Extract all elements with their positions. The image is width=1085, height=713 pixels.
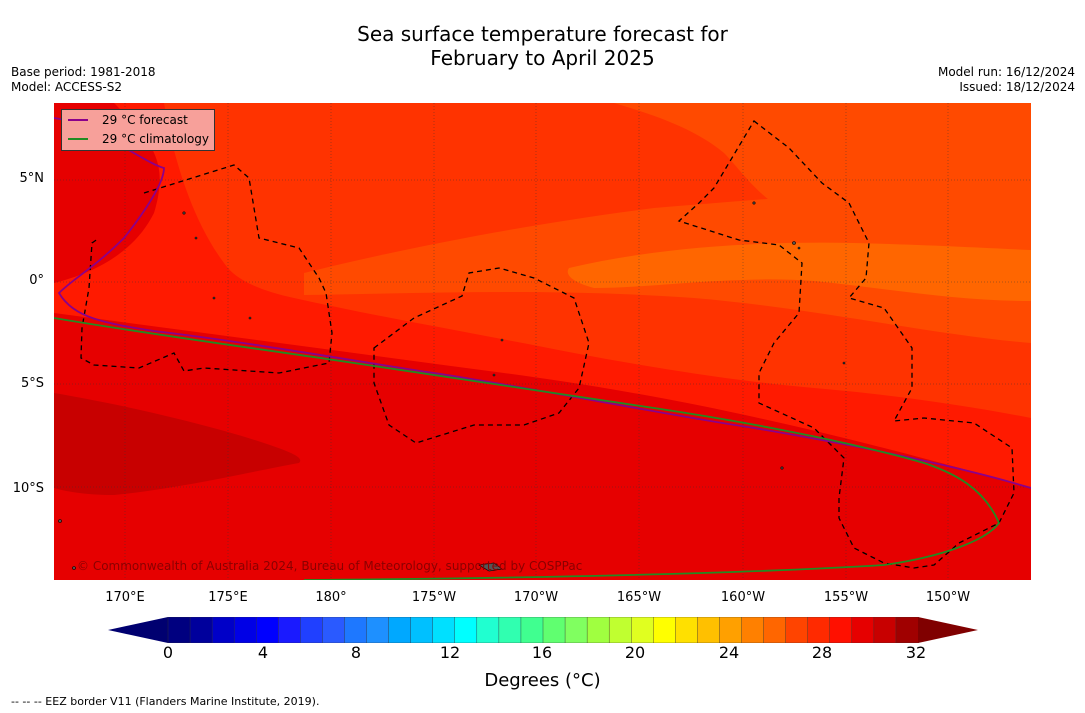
colorbar-segment [697,616,721,644]
cbar-tick-4: 4 [257,643,269,662]
base-period: Base period: 1981-2018 [11,65,156,79]
colorbar-segment [851,616,875,644]
colorbar-title: Degrees (°C) [484,670,601,691]
colorbar-segment [233,616,257,644]
lon-label-160w: 160°W [720,590,766,605]
cbar-tick-8: 8 [350,643,362,662]
colorbar-segment [167,616,191,644]
colorbar-segment [586,616,610,644]
issued-date: Issued: 18/12/2024 [959,80,1075,94]
cbar-tick-28: 28 [811,643,833,662]
lon-label-175w: 175°W [411,590,457,605]
colorbar-segment [344,616,368,644]
colorbar-segment [211,616,235,644]
legend-climatology-label: 29 °C climatology [102,132,210,146]
colorbar-segment [653,616,677,644]
model-name: Model: ACCESS-S2 [11,80,123,94]
colorbar-min-extend [108,617,168,643]
colorbar-segment [322,616,346,644]
colorbar-segment [454,616,478,644]
colorbar-segment [675,616,699,644]
eez-footnote: -- -- -- EEZ border V11 (Flanders Marine… [11,695,320,708]
colorbar-segment [189,616,213,644]
title-line-2: February to April 2025 [430,46,655,70]
colorbar-segment [895,616,919,644]
lat-label-0: 0° [29,273,44,288]
lon-label-175e: 175°E [208,590,248,605]
colorbar-segment [763,616,787,644]
colorbar-segment [256,616,279,644]
lon-label-165w: 165°W [616,590,662,605]
title-line-1: Sea surface temperature forecast for [357,22,728,46]
graticule [54,103,1031,580]
colorbar-segment [498,616,522,644]
copyright-notice: © Commonwealth of Australia 2024, Bureau… [77,559,583,573]
cbar-tick-16: 16 [531,643,553,662]
chart-title: Sea surface temperature forecast for Feb… [0,22,1085,70]
lon-label-150w: 150°W [925,590,971,605]
meta-left: Base period: 1981-2018 Model: ACCESS-S2 [11,65,156,95]
lat-label-10s: 10°S [12,481,44,496]
lon-label-180: 180° [315,590,347,605]
colorbar-svg [108,616,978,644]
colorbar-segment [388,616,412,644]
sst-map-svg [54,103,1031,580]
cbar-tick-0: 0 [162,643,174,662]
meta-right: Model run: 16/12/2024 Issued: 18/12/2024 [938,65,1075,95]
climatology-29c-line [54,317,1001,580]
colorbar-segment [476,616,500,644]
band-26-27-top [614,103,1031,214]
forecast-swatch [68,119,88,121]
colorbar-segment [300,616,324,644]
colorbar-segment [608,616,632,644]
band-30-31 [54,393,301,495]
colorbar-segment [741,616,765,644]
colorbar-segment [520,616,544,644]
eez-borders [80,120,1015,569]
lon-label-155w: 155°W [823,590,869,605]
lon-label-170e: 170°E [105,590,145,605]
colorbar-segment [410,616,434,644]
band-26 [567,242,1031,301]
sst-map [54,103,1031,580]
colorbar-segment [719,616,743,644]
cbar-tick-12: 12 [439,643,461,662]
lat-label-5s: 5°S [20,376,44,391]
model-run: Model run: 16/12/2024 [937,65,1075,79]
colorbar-segment [631,616,654,644]
colorbar-segment [432,616,456,644]
climatology-swatch [68,138,88,140]
colorbar-max-extend [918,617,978,643]
colorbar-segment [807,616,831,644]
colorbar-segment [829,616,853,644]
colorbar-segment [564,616,588,644]
lon-label-170w: 170°W [513,590,559,605]
band-29-30 [54,313,1031,580]
legend-forecast-label: 29 °C forecast [102,113,188,127]
map-legend: 29 °C forecast 29 °C climatology [61,109,215,151]
colorbar-segment [785,616,809,644]
lat-label-5n: 5°N [19,171,45,186]
colorbar-segment [366,616,390,644]
colorbar-segment [873,616,897,644]
forecast-29c-line [54,117,1031,489]
islands [58,201,846,572]
colorbar-segment [278,616,302,644]
legend-forecast: 29 °C forecast [68,112,188,128]
colorbar [108,616,978,647]
cbar-tick-20: 20 [624,643,646,662]
legend-climatology: 29 °C climatology [68,131,209,147]
colorbar-segment [542,616,566,644]
cbar-tick-24: 24 [718,643,740,662]
cbar-tick-32: 32 [905,643,927,662]
